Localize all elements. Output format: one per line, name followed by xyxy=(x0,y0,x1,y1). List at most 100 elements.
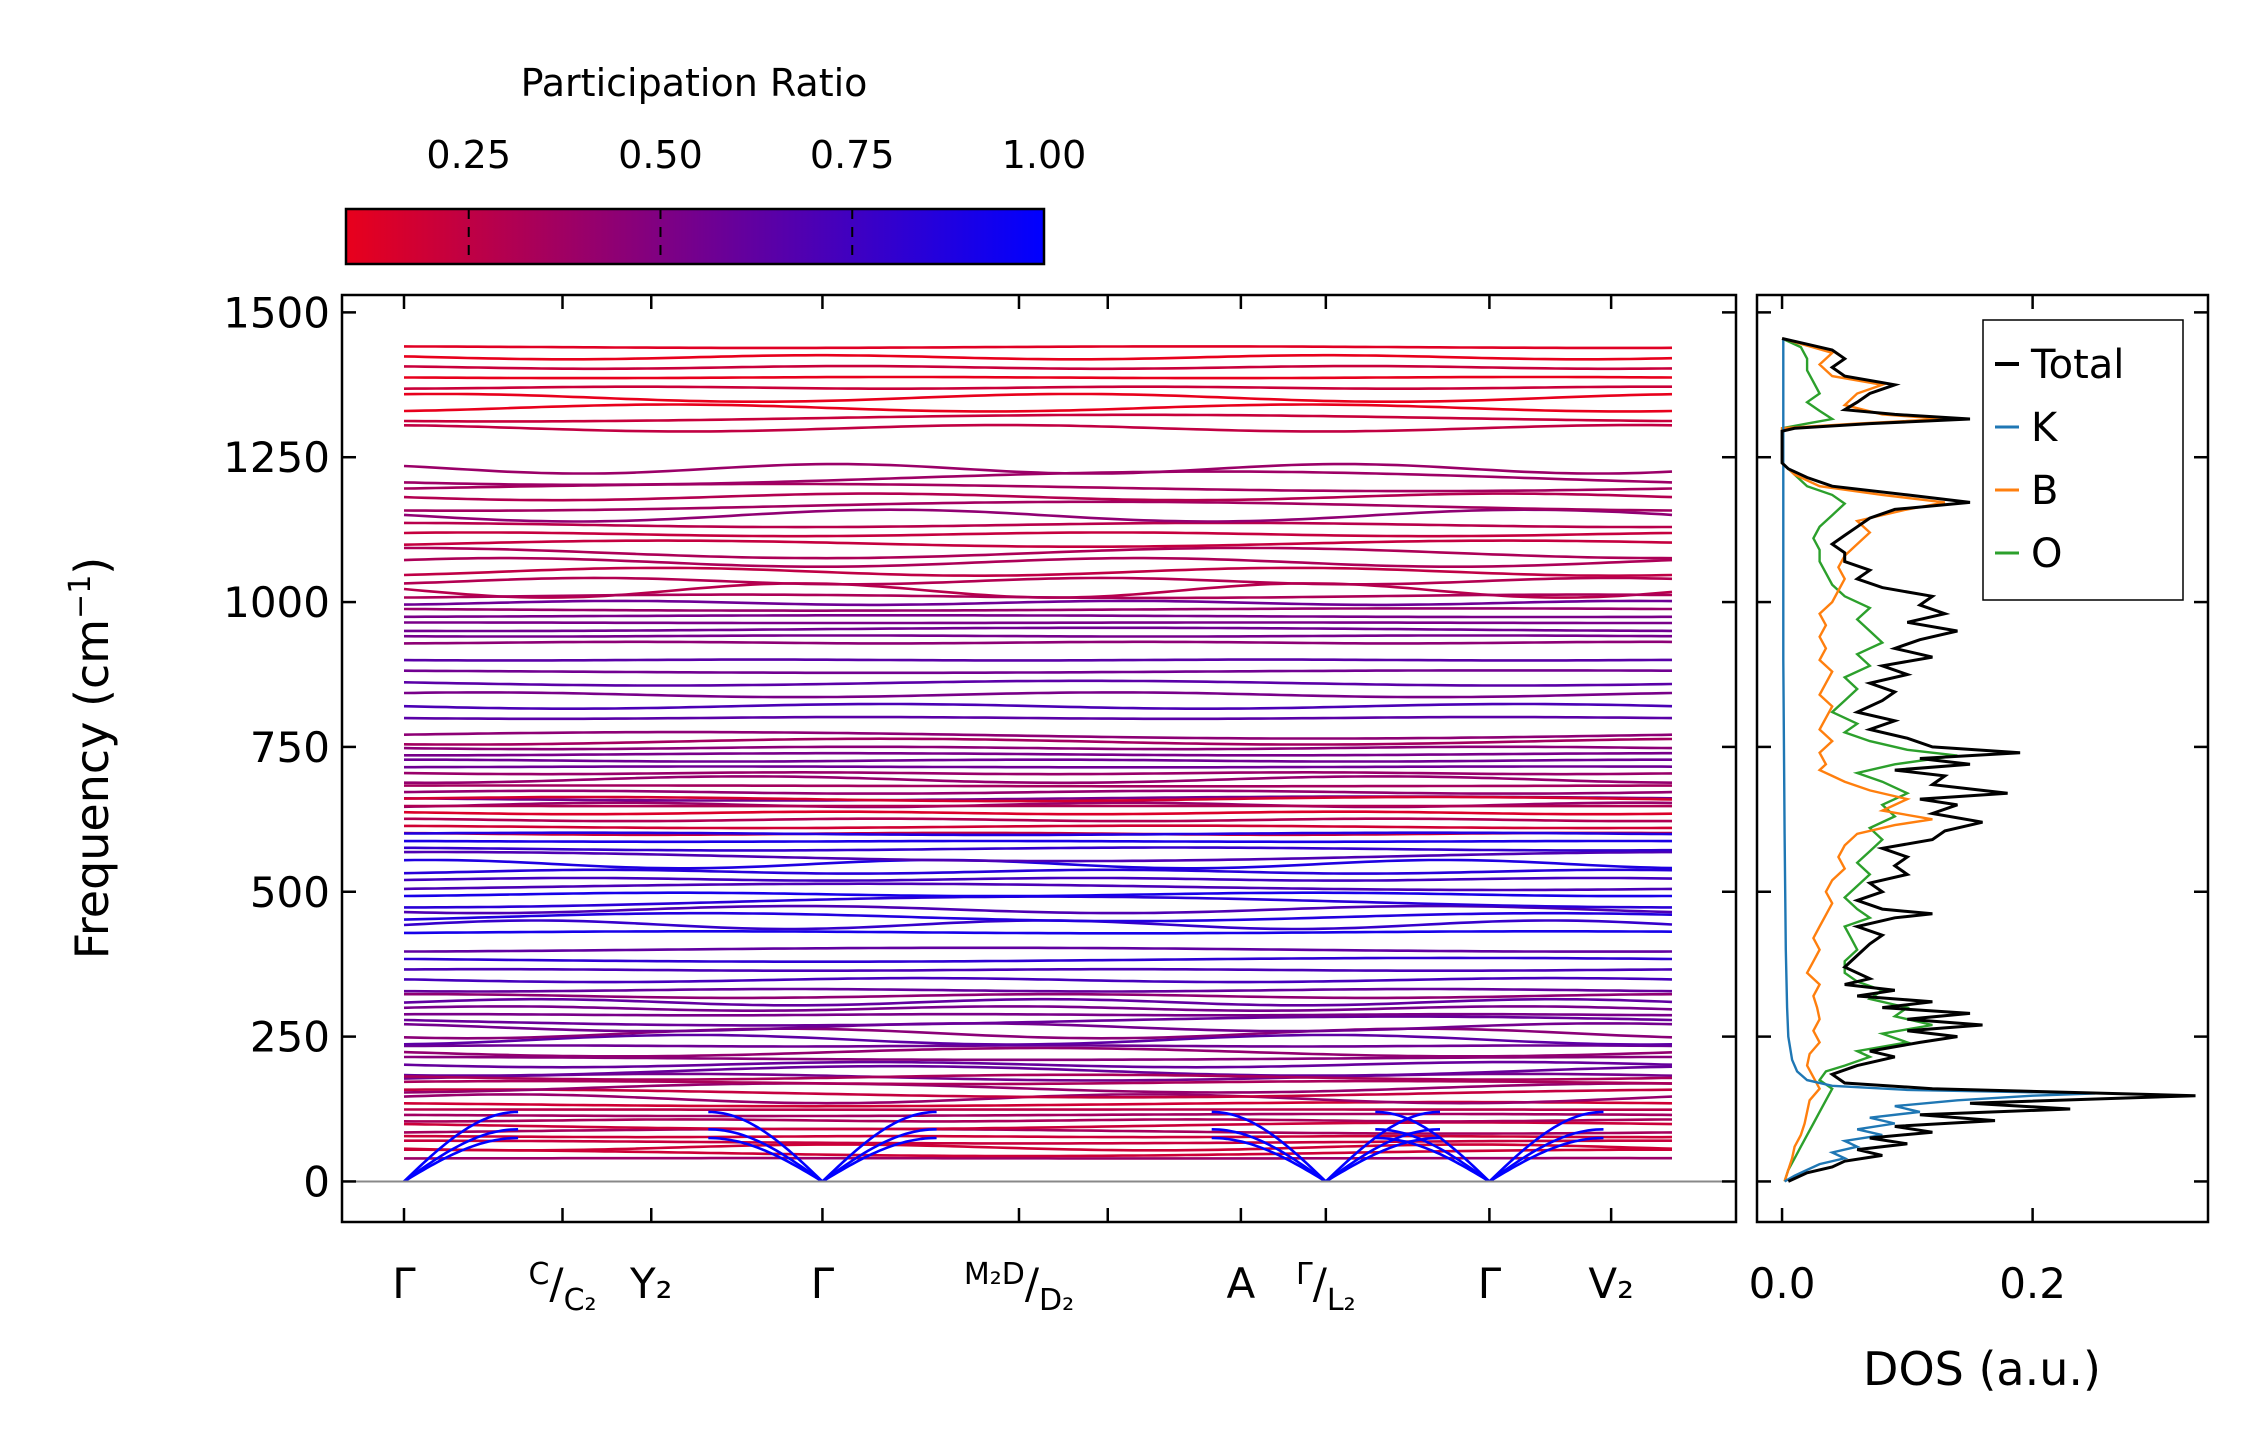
phonon-band xyxy=(404,1139,1672,1145)
phonon-band xyxy=(403,737,1673,746)
phonon-band xyxy=(403,1012,1672,1017)
phonon-band xyxy=(403,1033,1673,1046)
x-tick-label: M₂D/D₂ xyxy=(964,1257,1074,1318)
legend-label-k: K xyxy=(2031,405,2059,451)
phonon-band xyxy=(403,392,1673,403)
dos-x-tick-label: 0.2 xyxy=(1999,1259,2066,1308)
x-tick-label: C/C₂ xyxy=(528,1257,596,1318)
colorbar-tick-label: 1.00 xyxy=(1002,133,1087,177)
acoustic-band xyxy=(821,1110,937,1183)
phonon-band xyxy=(403,546,1673,560)
phonon-band xyxy=(404,758,1672,763)
phonon-band xyxy=(403,1118,1672,1123)
acoustic-band xyxy=(403,1128,519,1183)
phonon-band xyxy=(403,1015,1673,1027)
phonon-band xyxy=(404,824,1672,830)
dos-series-total xyxy=(1780,337,2196,1183)
phonon-band xyxy=(403,919,1673,931)
x-tick-label: Y₂ xyxy=(629,1259,673,1308)
dos-series-k xyxy=(1782,338,2096,1183)
phonon-band xyxy=(403,640,1673,645)
acoustic-band xyxy=(821,1136,937,1183)
phonon-band xyxy=(404,817,1672,823)
colorbar-tick-label: 0.75 xyxy=(810,133,895,177)
dos-series-o xyxy=(1780,337,1958,1182)
phonon-band xyxy=(403,882,1673,892)
phonon-band xyxy=(404,967,1673,972)
phonon-band xyxy=(403,462,1673,475)
phonon-band xyxy=(403,423,1673,433)
phonon-band xyxy=(403,795,1673,803)
acoustic-band xyxy=(1375,1128,1491,1183)
phonon-band xyxy=(404,846,1672,852)
phonon-band xyxy=(403,831,1673,837)
phonon-band xyxy=(403,702,1673,710)
acoustic-band xyxy=(708,1110,824,1183)
acoustic-band xyxy=(1488,1136,1604,1183)
phonon-band xyxy=(403,539,1673,548)
phonon-band xyxy=(403,810,1673,816)
y-tick-label: 750 xyxy=(250,723,330,772)
phonon-band xyxy=(403,531,1673,538)
phonon-band xyxy=(403,607,1672,612)
acoustic-band xyxy=(821,1128,937,1183)
phonon-band xyxy=(404,1055,1672,1062)
phonon-band xyxy=(404,626,1673,633)
phonon-band xyxy=(404,375,1673,380)
x-tick-label: Γ xyxy=(1478,1259,1502,1308)
y-tick-label: 1000 xyxy=(223,578,330,627)
phonon-band xyxy=(403,789,1673,795)
x-tick-label: A xyxy=(1227,1259,1256,1308)
phonon-band xyxy=(403,508,1673,523)
phonon-band xyxy=(403,345,1673,350)
x-tick-label: Γ xyxy=(392,1259,416,1308)
phonon-band xyxy=(403,500,1673,512)
acoustic-band xyxy=(1211,1128,1327,1183)
x-tick-label: Γ/L₂ xyxy=(1296,1257,1356,1318)
phonon-band xyxy=(404,1148,1672,1158)
dos-axes-frame xyxy=(1755,293,2210,1224)
y-tick-label: 0 xyxy=(303,1157,330,1206)
phonon-band xyxy=(403,385,1672,390)
phonon-band xyxy=(403,413,1672,423)
phonon-band xyxy=(404,1088,1673,1099)
acoustic-band xyxy=(403,1136,519,1183)
x-tick-label: V₂ xyxy=(1588,1259,1634,1308)
phonon-band xyxy=(403,911,1673,923)
phonon-band xyxy=(403,679,1673,687)
phonon-band xyxy=(403,521,1672,529)
acoustic-band xyxy=(1488,1110,1604,1183)
legend-label-total: Total xyxy=(2030,342,2124,388)
y-axis-title: Frequency (cm−1) xyxy=(63,557,119,960)
colorbar-gradient xyxy=(344,207,1046,266)
phonon-band xyxy=(403,1073,1673,1081)
phonon-band xyxy=(404,775,1673,785)
phonon-band xyxy=(404,992,1673,1000)
phonon-band xyxy=(403,492,1673,502)
phonon-band xyxy=(404,621,1672,625)
dos-series-b xyxy=(1780,337,1946,1182)
phonon-band xyxy=(403,904,1673,915)
phonon-band xyxy=(403,1060,1673,1069)
phonon-band xyxy=(403,858,1673,870)
phonon-band xyxy=(403,1005,1673,1012)
phonon-band xyxy=(403,364,1673,371)
legend-label-b: B xyxy=(2031,468,2058,514)
phonon-band xyxy=(403,470,1673,487)
acoustic-band xyxy=(1375,1110,1491,1183)
phonon-band xyxy=(403,1064,1673,1077)
colorbar-title: Participation Ratio xyxy=(521,61,868,105)
y-tick-label: 500 xyxy=(250,868,330,917)
phonon-band xyxy=(403,771,1673,776)
phonon-band xyxy=(403,1127,1673,1135)
dos-x-tick-label: 0.0 xyxy=(1749,1259,1816,1308)
x-axis-title-dos: DOS (a.u.) xyxy=(1863,1342,2101,1396)
legend: Total KBO xyxy=(1982,319,2184,601)
phonon-band xyxy=(403,576,1673,586)
phonon-band xyxy=(404,1044,1673,1048)
phonon-band xyxy=(403,634,1672,638)
phonon-band xyxy=(404,930,1673,935)
phonon-band xyxy=(403,891,1672,898)
phonon-band xyxy=(403,976,1673,984)
acoustic-band xyxy=(1375,1136,1491,1183)
